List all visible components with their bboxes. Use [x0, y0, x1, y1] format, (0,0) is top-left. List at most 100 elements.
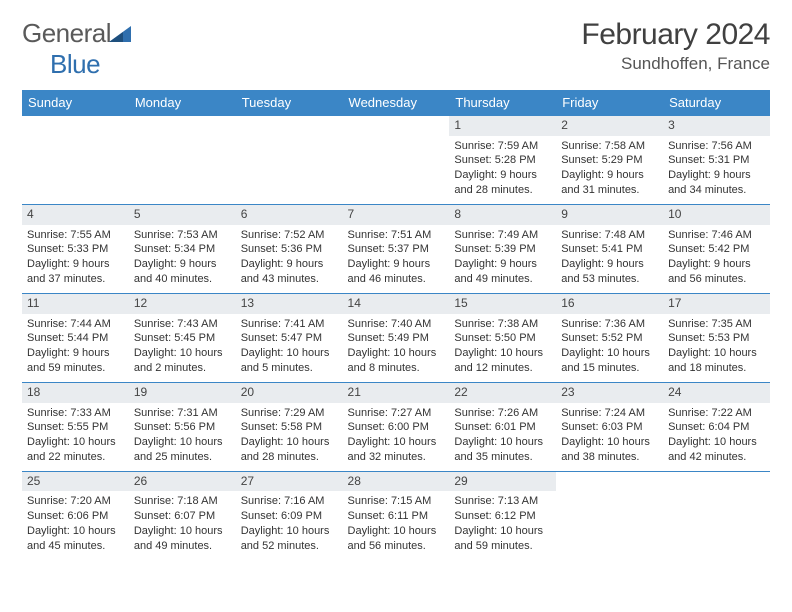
calendar-day-cell: 19Sunrise: 7:31 AMSunset: 5:56 PMDayligh… [129, 382, 236, 471]
day-number: 11 [22, 294, 129, 314]
calendar-day-cell: 10Sunrise: 7:46 AMSunset: 5:42 PMDayligh… [663, 204, 770, 293]
day-details: Sunrise: 7:59 AMSunset: 5:28 PMDaylight:… [449, 136, 556, 204]
calendar-day-cell: .. [663, 471, 770, 559]
calendar-day-cell: 15Sunrise: 7:38 AMSunset: 5:50 PMDayligh… [449, 293, 556, 382]
day-details: Sunrise: 7:15 AMSunset: 6:11 PMDaylight:… [343, 491, 450, 559]
day-number: 25 [22, 472, 129, 492]
day-number: 22 [449, 383, 556, 403]
day-number: 29 [449, 472, 556, 492]
day-details: Sunrise: 7:41 AMSunset: 5:47 PMDaylight:… [236, 314, 343, 382]
day-details: Sunrise: 7:29 AMSunset: 5:58 PMDaylight:… [236, 403, 343, 471]
day-details: Sunrise: 7:40 AMSunset: 5:49 PMDaylight:… [343, 314, 450, 382]
calendar-week-row: 11Sunrise: 7:44 AMSunset: 5:44 PMDayligh… [22, 293, 770, 382]
location-text: Sundhoffen, France [581, 54, 770, 74]
calendar-day-cell: 1Sunrise: 7:59 AMSunset: 5:28 PMDaylight… [449, 116, 556, 205]
day-number: 2 [556, 116, 663, 136]
calendar-day-cell: 3Sunrise: 7:56 AMSunset: 5:31 PMDaylight… [663, 116, 770, 205]
brand-part1: General [22, 18, 111, 48]
day-number: 23 [556, 383, 663, 403]
day-details: Sunrise: 7:55 AMSunset: 5:33 PMDaylight:… [22, 225, 129, 293]
brand-triangle-icon [109, 18, 131, 48]
day-number: 17 [663, 294, 770, 314]
calendar-day-cell: .. [236, 116, 343, 205]
weekday-header: Tuesday [236, 90, 343, 116]
day-details: Sunrise: 7:16 AMSunset: 6:09 PMDaylight:… [236, 491, 343, 559]
month-title: February 2024 [581, 18, 770, 52]
day-number: 6 [236, 205, 343, 225]
calendar-day-cell: 2Sunrise: 7:58 AMSunset: 5:29 PMDaylight… [556, 116, 663, 205]
day-number: 12 [129, 294, 236, 314]
day-details: Sunrise: 7:26 AMSunset: 6:01 PMDaylight:… [449, 403, 556, 471]
day-number: 26 [129, 472, 236, 492]
day-number: 19 [129, 383, 236, 403]
calendar-table: SundayMondayTuesdayWednesdayThursdayFrid… [22, 90, 770, 560]
calendar-day-cell: 7Sunrise: 7:51 AMSunset: 5:37 PMDaylight… [343, 204, 450, 293]
brand-part2: Blue [50, 49, 100, 79]
calendar-day-cell: .. [556, 471, 663, 559]
weekday-header: Friday [556, 90, 663, 116]
day-number: 4 [22, 205, 129, 225]
page-header: General Blue February 2024 Sundhoffen, F… [22, 18, 770, 80]
day-details: Sunrise: 7:33 AMSunset: 5:55 PMDaylight:… [22, 403, 129, 471]
calendar-day-cell: 28Sunrise: 7:15 AMSunset: 6:11 PMDayligh… [343, 471, 450, 559]
day-details: Sunrise: 7:24 AMSunset: 6:03 PMDaylight:… [556, 403, 663, 471]
calendar-day-cell: 14Sunrise: 7:40 AMSunset: 5:49 PMDayligh… [343, 293, 450, 382]
calendar-day-cell: 18Sunrise: 7:33 AMSunset: 5:55 PMDayligh… [22, 382, 129, 471]
day-details: Sunrise: 7:27 AMSunset: 6:00 PMDaylight:… [343, 403, 450, 471]
calendar-day-cell: 29Sunrise: 7:13 AMSunset: 6:12 PMDayligh… [449, 471, 556, 559]
weekday-header: Monday [129, 90, 236, 116]
day-details: Sunrise: 7:48 AMSunset: 5:41 PMDaylight:… [556, 225, 663, 293]
weekday-header: Saturday [663, 90, 770, 116]
calendar-day-cell: .. [343, 116, 450, 205]
title-block: February 2024 Sundhoffen, France [581, 18, 770, 74]
day-details: Sunrise: 7:51 AMSunset: 5:37 PMDaylight:… [343, 225, 450, 293]
day-number: 8 [449, 205, 556, 225]
day-number: 21 [343, 383, 450, 403]
brand-logo: General Blue [22, 18, 131, 80]
calendar-day-cell: 8Sunrise: 7:49 AMSunset: 5:39 PMDaylight… [449, 204, 556, 293]
calendar-week-row: 4Sunrise: 7:55 AMSunset: 5:33 PMDaylight… [22, 204, 770, 293]
day-number: 20 [236, 383, 343, 403]
day-number: 7 [343, 205, 450, 225]
weekday-header: Wednesday [343, 90, 450, 116]
calendar-day-cell: 11Sunrise: 7:44 AMSunset: 5:44 PMDayligh… [22, 293, 129, 382]
calendar-day-cell: 20Sunrise: 7:29 AMSunset: 5:58 PMDayligh… [236, 382, 343, 471]
day-number: 27 [236, 472, 343, 492]
calendar-day-cell: 21Sunrise: 7:27 AMSunset: 6:00 PMDayligh… [343, 382, 450, 471]
day-number: 3 [663, 116, 770, 136]
calendar-day-cell: 6Sunrise: 7:52 AMSunset: 5:36 PMDaylight… [236, 204, 343, 293]
day-details: Sunrise: 7:44 AMSunset: 5:44 PMDaylight:… [22, 314, 129, 382]
day-details: Sunrise: 7:18 AMSunset: 6:07 PMDaylight:… [129, 491, 236, 559]
day-details: Sunrise: 7:58 AMSunset: 5:29 PMDaylight:… [556, 136, 663, 204]
calendar-day-cell: 5Sunrise: 7:53 AMSunset: 5:34 PMDaylight… [129, 204, 236, 293]
calendar-day-cell: 27Sunrise: 7:16 AMSunset: 6:09 PMDayligh… [236, 471, 343, 559]
day-number: 1 [449, 116, 556, 136]
day-details: Sunrise: 7:22 AMSunset: 6:04 PMDaylight:… [663, 403, 770, 471]
calendar-day-cell: 26Sunrise: 7:18 AMSunset: 6:07 PMDayligh… [129, 471, 236, 559]
calendar-header-row: SundayMondayTuesdayWednesdayThursdayFrid… [22, 90, 770, 116]
calendar-day-cell: 24Sunrise: 7:22 AMSunset: 6:04 PMDayligh… [663, 382, 770, 471]
calendar-day-cell: 16Sunrise: 7:36 AMSunset: 5:52 PMDayligh… [556, 293, 663, 382]
calendar-day-cell: 12Sunrise: 7:43 AMSunset: 5:45 PMDayligh… [129, 293, 236, 382]
day-number: 5 [129, 205, 236, 225]
day-details: Sunrise: 7:35 AMSunset: 5:53 PMDaylight:… [663, 314, 770, 382]
day-number: 15 [449, 294, 556, 314]
weekday-header: Sunday [22, 90, 129, 116]
day-number: 10 [663, 205, 770, 225]
day-number: 24 [663, 383, 770, 403]
day-number: 18 [22, 383, 129, 403]
calendar-day-cell: 23Sunrise: 7:24 AMSunset: 6:03 PMDayligh… [556, 382, 663, 471]
weekday-header: Thursday [449, 90, 556, 116]
day-number: 9 [556, 205, 663, 225]
day-details: Sunrise: 7:46 AMSunset: 5:42 PMDaylight:… [663, 225, 770, 293]
calendar-week-row: 18Sunrise: 7:33 AMSunset: 5:55 PMDayligh… [22, 382, 770, 471]
calendar-day-cell: .. [22, 116, 129, 205]
day-details: Sunrise: 7:43 AMSunset: 5:45 PMDaylight:… [129, 314, 236, 382]
day-details: Sunrise: 7:49 AMSunset: 5:39 PMDaylight:… [449, 225, 556, 293]
calendar-day-cell: 9Sunrise: 7:48 AMSunset: 5:41 PMDaylight… [556, 204, 663, 293]
calendar-day-cell: 4Sunrise: 7:55 AMSunset: 5:33 PMDaylight… [22, 204, 129, 293]
day-details: Sunrise: 7:52 AMSunset: 5:36 PMDaylight:… [236, 225, 343, 293]
day-number: 16 [556, 294, 663, 314]
day-details: Sunrise: 7:13 AMSunset: 6:12 PMDaylight:… [449, 491, 556, 559]
calendar-day-cell: 13Sunrise: 7:41 AMSunset: 5:47 PMDayligh… [236, 293, 343, 382]
